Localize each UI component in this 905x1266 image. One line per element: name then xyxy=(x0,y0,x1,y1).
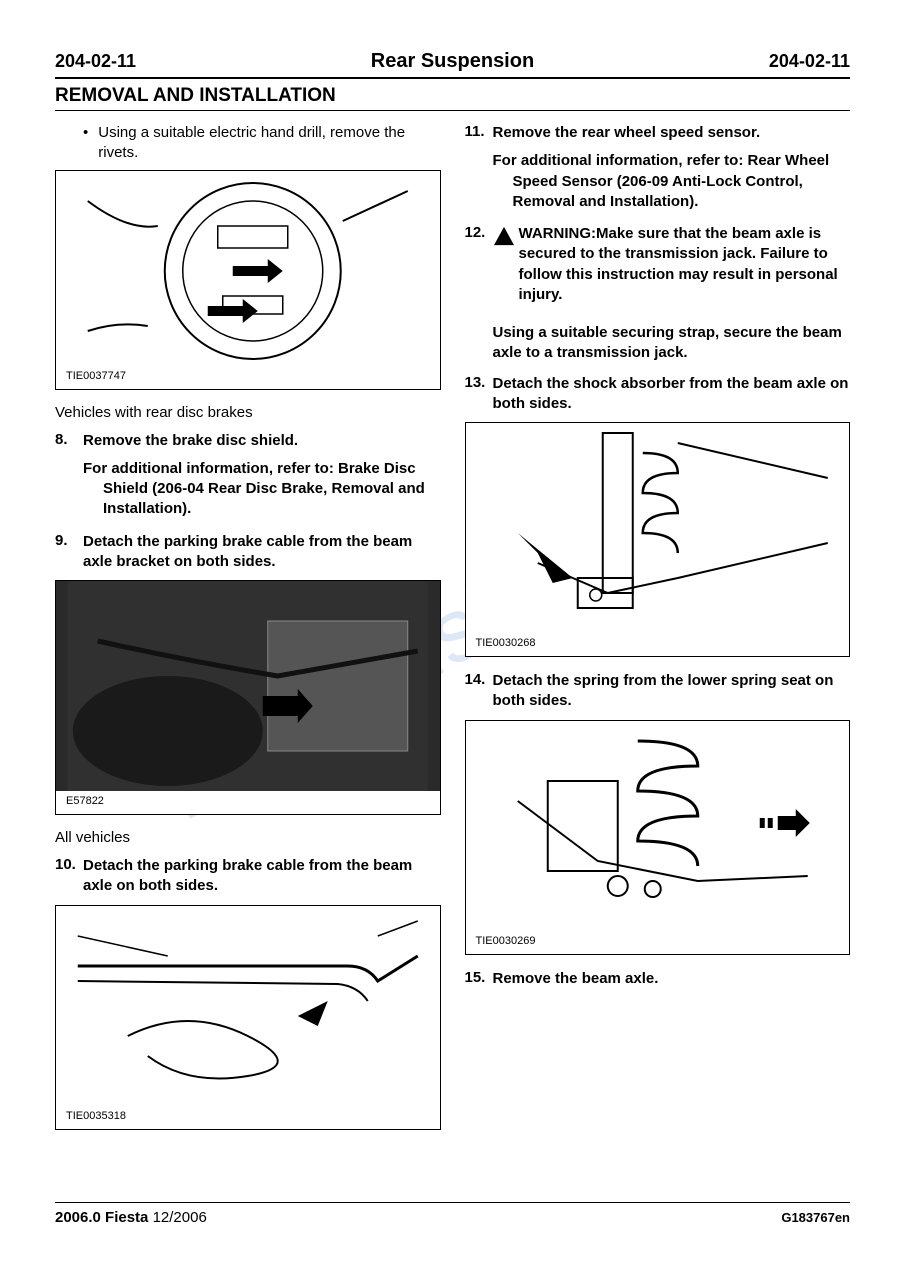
figure-id: TIE0030269 xyxy=(466,931,850,953)
step-number: 12. xyxy=(465,224,493,315)
figure-id: TIE0035318 xyxy=(56,1106,440,1128)
step-12-action: Using a suitable securing strap, secure … xyxy=(465,323,851,364)
step-text: Remove the brake disc shield. xyxy=(83,431,441,451)
step-11: 11. Remove the rear wheel speed sensor. xyxy=(465,123,851,143)
figure-shock-absorber: TIE0030268 xyxy=(465,422,851,657)
step-number: 14. xyxy=(465,671,493,712)
step-text: Detach the parking brake cable from the … xyxy=(83,532,441,573)
step-number: 8. xyxy=(55,431,83,451)
footer-model-date: 12/2006 xyxy=(148,1209,206,1226)
shock-illustration xyxy=(466,423,850,633)
step-text: Remove the beam axle. xyxy=(493,969,851,989)
right-column: 11. Remove the rear wheel speed sensor. … xyxy=(465,123,851,1144)
footer-doc-id: G183767en xyxy=(781,1210,850,1225)
figure-spring-seat: TIE0030269 xyxy=(465,720,851,955)
figure-brake-cable-axle: TIE0035318 xyxy=(55,905,441,1130)
step-text: Detach the shock absorber from the beam … xyxy=(493,374,851,415)
subheading-all-vehicles: All vehicles xyxy=(55,829,441,846)
left-column: Using a suitable electric hand drill, re… xyxy=(55,123,441,1144)
step-body: WARNING:Make sure that the beam axle is … xyxy=(493,224,851,315)
step-9: 9. Detach the parking brake cable from t… xyxy=(55,532,441,573)
step-13: 13. Detach the shock absorber from the b… xyxy=(465,374,851,415)
step-8: 8. Remove the brake disc shield. xyxy=(55,431,441,451)
warning-row: WARNING:Make sure that the beam axle is … xyxy=(493,224,851,305)
footer-model-bold: 2006.0 Fiesta xyxy=(55,1209,148,1226)
figure-id: E57822 xyxy=(56,791,440,813)
page-footer: 2006.0 Fiesta 12/2006 G183767en xyxy=(55,1202,850,1226)
step-number: 9. xyxy=(55,532,83,573)
step-number: 10. xyxy=(55,856,83,897)
drum-brake-illustration xyxy=(56,171,440,366)
figure-id: TIE0037747 xyxy=(56,366,440,388)
page-header: 204-02-11 Rear Suspension 204-02-11 xyxy=(55,50,850,79)
header-section-left: 204-02-11 xyxy=(55,51,136,72)
step-12: 12. WARNING:Make sure that the beam axle… xyxy=(465,224,851,315)
subheading-disc-brakes: Vehicles with rear disc brakes xyxy=(55,404,441,421)
step-text: Remove the rear wheel speed sensor. xyxy=(493,123,851,143)
bullet-drill-rivets: Using a suitable electric hand drill, re… xyxy=(55,123,441,164)
step-15: 15. Remove the beam axle. xyxy=(465,969,851,989)
step-10: 10. Detach the parking brake cable from … xyxy=(55,856,441,897)
step-8-sub: For additional information, refer to: Br… xyxy=(55,459,441,520)
step-14: 14. Detach the spring from the lower spr… xyxy=(465,671,851,712)
bracket-illustration xyxy=(56,581,440,791)
warning-text: WARNING:Make sure that the beam axle is … xyxy=(519,224,851,305)
step-text: Detach the spring from the lower spring … xyxy=(493,671,851,712)
footer-model: 2006.0 Fiesta 12/2006 xyxy=(55,1209,207,1226)
step-number: 15. xyxy=(465,969,493,989)
step-number: 13. xyxy=(465,374,493,415)
figure-drum-brake: TIE0037747 xyxy=(55,170,441,390)
axle-cable-illustration xyxy=(56,906,440,1106)
header-title: Rear Suspension xyxy=(371,50,534,73)
content-columns: Using a suitable electric hand drill, re… xyxy=(55,123,850,1144)
header-section-right: 204-02-11 xyxy=(769,51,850,72)
warning-icon xyxy=(493,226,515,246)
bullet-text: Using a suitable electric hand drill, re… xyxy=(98,123,440,164)
step-11-sub: For additional information, refer to: Re… xyxy=(465,151,851,212)
figure-id: TIE0030268 xyxy=(466,633,850,655)
section-title: REMOVAL AND INSTALLATION xyxy=(55,85,850,111)
figure-brake-cable-bracket: E57822 xyxy=(55,580,441,815)
step-text: Detach the parking brake cable from the … xyxy=(83,856,441,897)
spring-illustration xyxy=(466,721,850,931)
step-number: 11. xyxy=(465,123,493,143)
